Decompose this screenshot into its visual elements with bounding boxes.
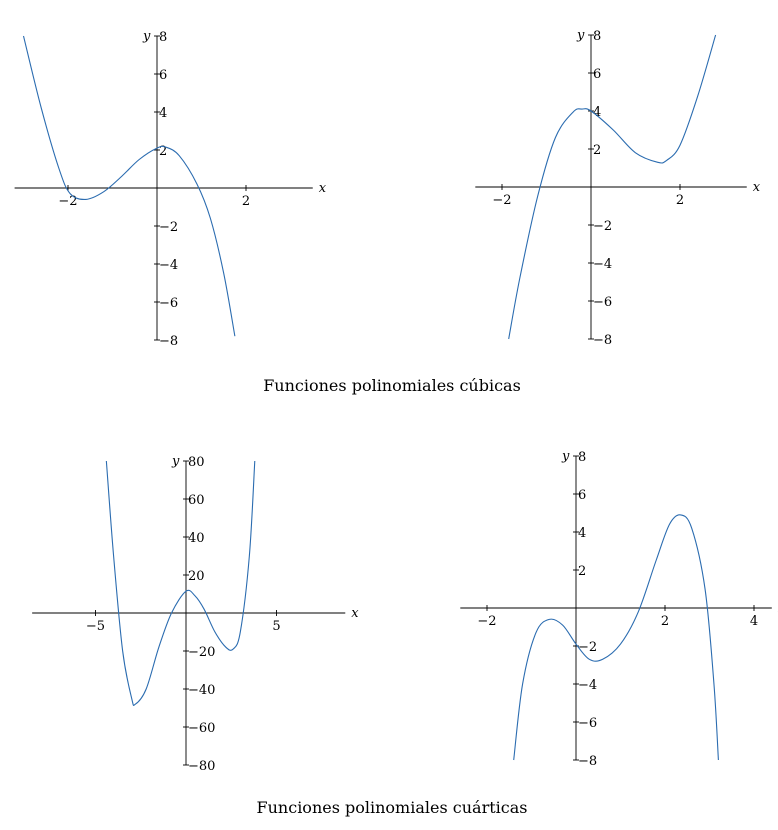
- x-tick-label: 4: [750, 614, 758, 629]
- y-tick-label: 20: [188, 569, 205, 584]
- y-tick-label: −6: [159, 296, 178, 311]
- y-axis-label: y: [576, 28, 585, 43]
- y-tick-label: −2: [159, 220, 178, 235]
- y-tick-label: 2: [578, 564, 586, 579]
- y-tick-label: −60: [188, 721, 215, 736]
- y-tick-label: 80: [188, 455, 205, 470]
- y-tick-label: −4: [578, 678, 597, 693]
- x-tick-label: 2: [242, 194, 250, 209]
- y-tick-label: −6: [593, 295, 612, 310]
- y-tick-label: 4: [159, 106, 167, 121]
- x-tick-label: −2: [58, 194, 77, 209]
- x-tick-label: −2: [492, 193, 511, 208]
- y-axis-label: y: [142, 29, 151, 44]
- y-tick-label: 40: [188, 531, 205, 546]
- y-axis-label: y: [561, 449, 570, 464]
- y-tick-label: 8: [578, 450, 586, 465]
- y-tick-label: −8: [593, 333, 612, 348]
- y-tick-label: −6: [578, 716, 597, 731]
- caption-quartic: Funciones polinomiales cuárticas: [257, 798, 528, 817]
- y-tick-label: −20: [188, 645, 215, 660]
- series-line: [513, 514, 719, 761]
- y-tick-label: 2: [593, 143, 601, 158]
- y-tick-label: −8: [578, 754, 597, 769]
- y-tick-label: 4: [593, 105, 601, 120]
- y-tick-label: −80: [188, 759, 215, 774]
- y-tick-label: −40: [188, 683, 215, 698]
- caption-cubic: Funciones polinomiales cúbicas: [263, 376, 521, 395]
- y-tick-label: −2: [578, 640, 597, 655]
- y-tick-label: 6: [593, 67, 601, 82]
- x-axis-label: x: [753, 180, 761, 195]
- y-tick-label: 6: [159, 68, 167, 83]
- x-axis-label: x: [351, 606, 359, 621]
- y-tick-label: 60: [188, 493, 205, 508]
- y-tick-label: −8: [159, 334, 178, 349]
- y-tick-label: 2: [159, 144, 167, 159]
- y-tick-label: 4: [578, 526, 586, 541]
- y-tick-label: 6: [578, 488, 586, 503]
- y-tick-label: 8: [593, 29, 601, 44]
- y-tick-label: 8: [159, 30, 167, 45]
- cubic-chart-left: x y −2 2 −8 −6 −4 −2 2 4 6 8: [14, 29, 327, 349]
- x-tick-label: 5: [272, 619, 280, 634]
- y-tick-label: −4: [593, 257, 612, 272]
- cubic-chart-right: x y −2 2 −8 −6 −4 −2 2 4 6 8: [475, 28, 761, 348]
- y-tick-label: −2: [593, 219, 612, 234]
- series-line: [22, 35, 236, 337]
- x-axis-label: x: [319, 181, 327, 196]
- series-line: [508, 34, 717, 340]
- quartic-chart-left: x y −5 5 −80 −60 −40 −20 20 40 60 80: [32, 454, 359, 774]
- y-tick-label: −4: [159, 258, 178, 273]
- x-tick-label: 2: [676, 193, 684, 208]
- series-line: [105, 460, 256, 706]
- x-tick-label: −5: [86, 619, 105, 634]
- x-tick-label: −2: [477, 614, 496, 629]
- y-axis-label: y: [171, 454, 180, 469]
- x-tick-label: 2: [661, 614, 669, 629]
